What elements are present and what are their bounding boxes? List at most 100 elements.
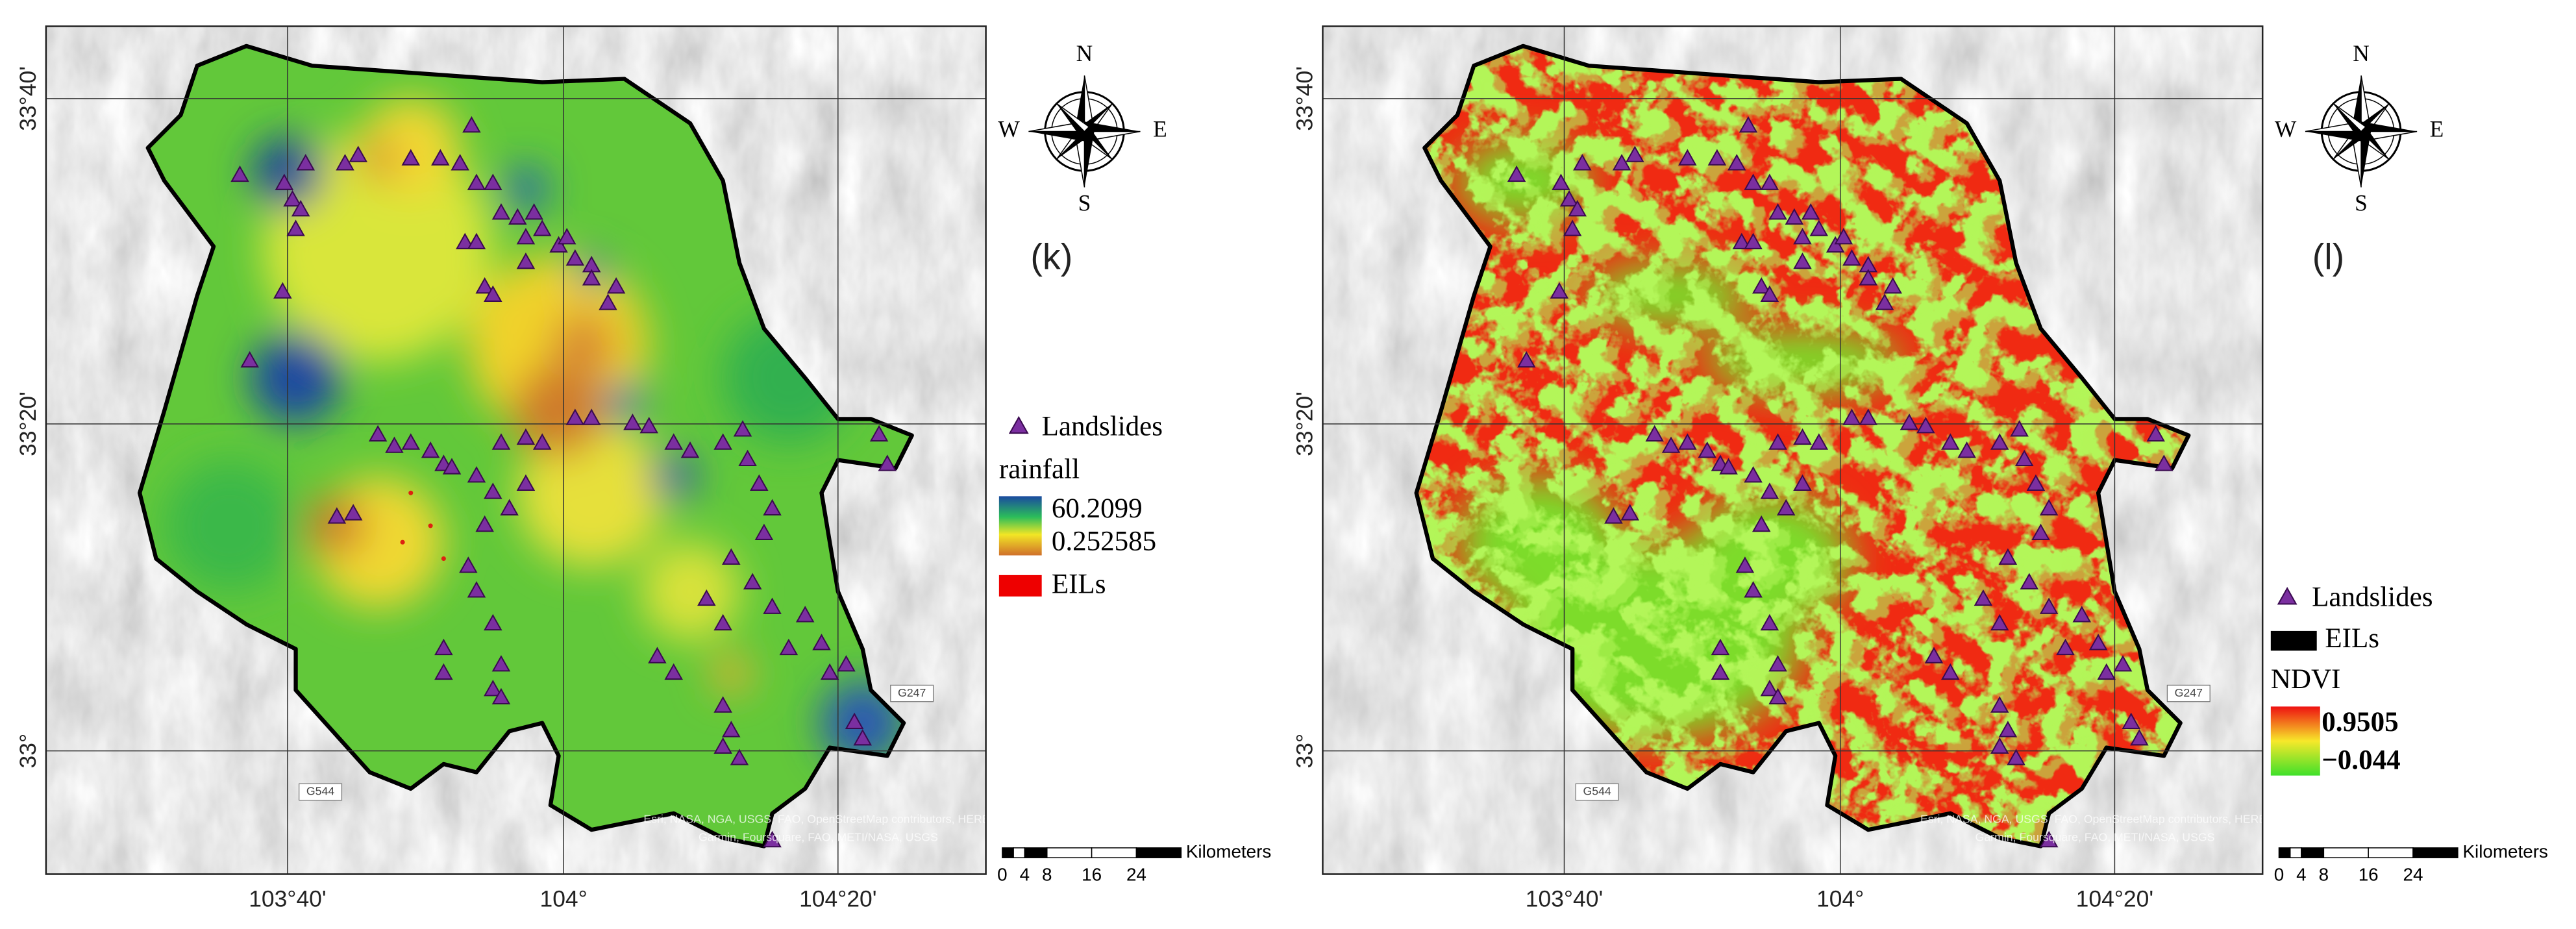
legend-title: rainfall bbox=[999, 454, 1080, 484]
legend-label: EILs bbox=[2325, 623, 2379, 654]
compass-letter: N bbox=[2353, 40, 2370, 66]
landslide-marker bbox=[500, 499, 519, 515]
scale-segment bbox=[2289, 847, 2302, 858]
landslide-marker bbox=[1661, 436, 1681, 453]
landslide-marker bbox=[1990, 613, 2009, 631]
landslide-marker bbox=[1941, 433, 1960, 450]
road-shield bbox=[299, 783, 343, 801]
landslide-marker bbox=[599, 293, 617, 310]
landslide-marker bbox=[525, 203, 543, 220]
scale-tick-label: 0 bbox=[997, 864, 1007, 884]
landslide-marker bbox=[837, 655, 856, 672]
landslide-marker bbox=[1842, 249, 1861, 266]
landslide-marker bbox=[869, 425, 889, 442]
landslide-marker bbox=[1826, 236, 1845, 253]
landslide-marker bbox=[516, 428, 536, 445]
landslide-marker bbox=[421, 441, 440, 458]
landslide-marker bbox=[878, 454, 897, 471]
landslide-marker bbox=[484, 173, 502, 190]
landslide-marker bbox=[1768, 203, 1787, 220]
rainfall-blob bbox=[711, 654, 751, 694]
landslide-marker bbox=[286, 219, 305, 236]
landslide-marker bbox=[451, 154, 469, 171]
compass-point bbox=[2361, 121, 2418, 132]
landslide-marker bbox=[664, 663, 683, 680]
landslide-marker bbox=[1711, 663, 1730, 680]
legend-low: 0.252585 bbox=[1052, 526, 1156, 557]
compass-point bbox=[1056, 103, 1085, 136]
landslide-marker bbox=[722, 548, 741, 565]
compass-letter: S bbox=[1078, 190, 1091, 216]
landslide-marker bbox=[557, 228, 576, 245]
compass-letter: N bbox=[1076, 40, 1093, 66]
landslide-marker bbox=[853, 728, 873, 746]
landslide-marker bbox=[2007, 749, 2025, 765]
road-label: G247 bbox=[2175, 686, 2203, 699]
road-label: G544 bbox=[1583, 785, 1611, 798]
scale-segment bbox=[2368, 847, 2414, 858]
landslide-marker bbox=[2097, 663, 2116, 680]
landslide-marker bbox=[336, 154, 354, 171]
landslide-marker bbox=[368, 425, 388, 442]
landslide-marker bbox=[1768, 687, 1787, 705]
landslide-marker bbox=[2014, 449, 2034, 467]
landslide-marker bbox=[713, 613, 732, 631]
legend: Landslides EILs NDVI 0.9505 −0.044 bbox=[2270, 582, 2433, 776]
road-shield bbox=[1575, 783, 1619, 801]
scale-segment bbox=[2301, 847, 2325, 858]
landslide-marker bbox=[1768, 433, 1787, 450]
landslide-marker bbox=[2122, 712, 2140, 730]
landslide-marker bbox=[2039, 830, 2059, 848]
landslide-marker bbox=[283, 190, 302, 207]
lon-label: 103°40' bbox=[249, 886, 326, 911]
landslide-marker bbox=[1809, 433, 1829, 450]
landslide-marker bbox=[442, 458, 462, 475]
landslide-marker bbox=[1744, 232, 1763, 249]
panel-label: (k) bbox=[1030, 237, 1072, 277]
legend-label: Landslides bbox=[1042, 411, 1163, 441]
landslide-marker bbox=[1760, 613, 1779, 631]
compass-letter: W bbox=[2275, 116, 2297, 142]
scale-segment bbox=[1013, 847, 1026, 858]
lon-label: 104°20' bbox=[799, 886, 876, 911]
landslide-marker bbox=[763, 830, 782, 848]
landslide-marker bbox=[743, 573, 762, 589]
landslide-marker bbox=[722, 721, 741, 737]
landslide-marker bbox=[532, 219, 552, 236]
scale-unit: Kilometers bbox=[1186, 841, 1271, 861]
compass-letter: W bbox=[998, 116, 1020, 142]
landslide-marker bbox=[2155, 454, 2174, 471]
eil-patch bbox=[400, 539, 405, 545]
landslide-marker bbox=[508, 208, 527, 225]
lon-label: 104° bbox=[1816, 886, 1864, 911]
landslide-marker bbox=[491, 655, 511, 672]
landslide-marker bbox=[2026, 474, 2046, 491]
landslide-marker bbox=[1957, 441, 1976, 458]
landslide-marker bbox=[467, 466, 486, 483]
compass bbox=[2305, 75, 2418, 188]
landslide-marker bbox=[434, 663, 453, 680]
compass-point bbox=[1084, 121, 1141, 132]
attribution: Garmin, Foursquare, FAO, METI/NASA, USGS bbox=[1975, 830, 2215, 843]
landslide-marker bbox=[1678, 433, 1697, 450]
landslide-marker bbox=[713, 433, 732, 450]
landslide-marker bbox=[779, 638, 799, 656]
lat-label: 33° bbox=[15, 734, 41, 769]
landslide-marker bbox=[1678, 149, 1697, 166]
scale-segment bbox=[2412, 847, 2458, 858]
rainfall-blob bbox=[641, 542, 739, 641]
landslide-marker bbox=[484, 285, 502, 302]
landslide-marker bbox=[1711, 638, 1730, 656]
rainfall-surface bbox=[164, 98, 906, 766]
landslide-marker bbox=[2020, 573, 2039, 589]
rainfall-blob bbox=[164, 460, 296, 592]
landslide-marker bbox=[491, 203, 511, 220]
landslide-marker bbox=[484, 680, 502, 697]
landslide-marker bbox=[1739, 116, 1758, 133]
landslide-marker bbox=[1859, 269, 1878, 286]
landslide-marker bbox=[565, 408, 585, 425]
lat-label: 33°20' bbox=[15, 391, 41, 456]
landslide-marker bbox=[1728, 154, 1746, 171]
landslide-marker bbox=[1744, 466, 1763, 483]
